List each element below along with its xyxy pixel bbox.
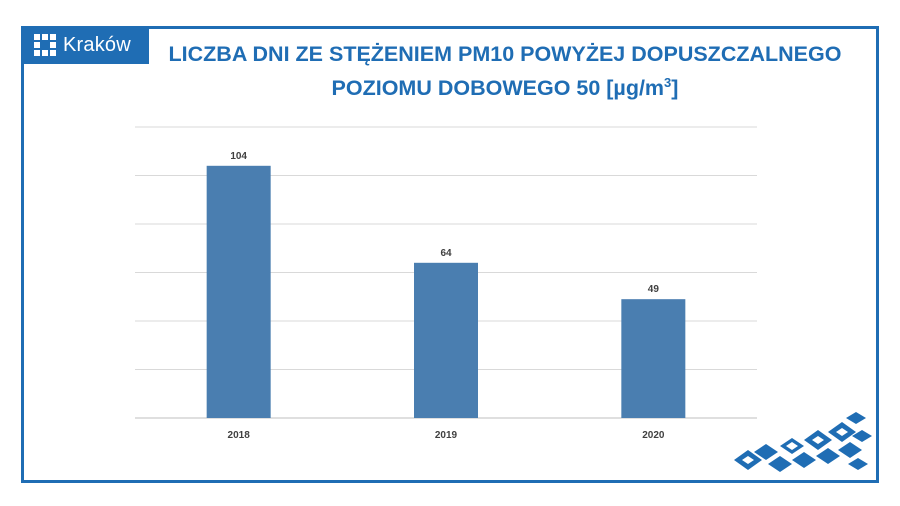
x-tick-label-2018: 2018	[228, 430, 251, 441]
title-line-2-text: POZIOMU DOBOWEGO 50 [µg/m	[331, 76, 665, 100]
krakow-pattern-decoration	[734, 412, 872, 472]
title-superscript: 3	[664, 74, 672, 90]
title-line-2: POZIOMU DOBOWEGO 50 [µg/m3]	[160, 71, 850, 105]
bar-2019	[414, 262, 478, 418]
bar-2018	[206, 165, 271, 418]
bar-2020	[621, 299, 686, 418]
logo-text: Kraków	[63, 33, 131, 56]
chart-title: LICZBA DNI ZE STĘŻENIEM PM10 POWYŻEJ DOP…	[160, 37, 850, 105]
krakow-emblem-icon	[34, 34, 56, 56]
x-tick-label-2019: 2019	[435, 430, 458, 441]
x-tick-label-2020: 2020	[642, 430, 665, 441]
data-label-2019: 64	[440, 248, 452, 259]
krakow-logo: Kraków	[21, 26, 149, 64]
title-line-1: LICZBA DNI ZE STĘŻENIEM PM10 POWYŻEJ DOP…	[168, 42, 842, 66]
title-line-2-suffix: ]	[671, 76, 679, 100]
data-label-2018: 104	[230, 151, 247, 162]
data-label-2020: 49	[648, 284, 660, 295]
